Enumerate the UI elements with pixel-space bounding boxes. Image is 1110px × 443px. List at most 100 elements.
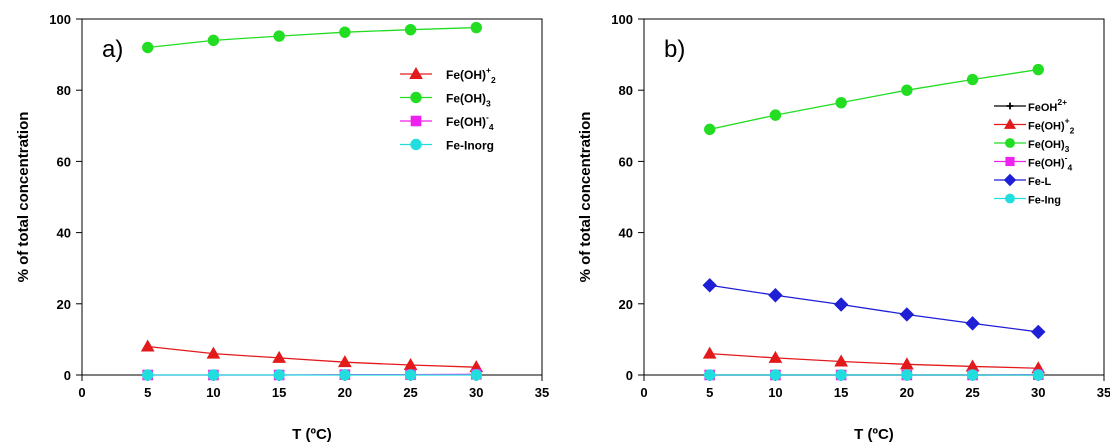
x-tick-label: 25 [403,385,417,400]
legend-label: Fe-Ing [1028,195,1061,207]
legend-label-base: Fe(OH) [1028,158,1065,170]
x-tick-label: 10 [206,385,220,400]
y-tick-label: 100 [49,12,71,27]
data-point [404,23,417,36]
data-point [206,346,221,359]
data-point [966,369,979,381]
data-point [337,355,352,368]
data-point [899,307,915,322]
legend-label-base: Fe-L [1028,176,1052,188]
series-fe-oh-2 [702,346,1046,374]
legend-label: Fe(OH)+2 [1028,116,1075,136]
data-point [1031,324,1046,340]
data-point [404,369,417,381]
x-tick-label: 10 [768,385,782,400]
legend-marker [1003,173,1017,187]
legend-label-base: Fe(OH) [1028,139,1065,151]
data-point [142,41,154,54]
legend-label-sub: 3 [486,99,491,109]
series-fe-oh-2 [140,339,484,373]
legend-label: Fe(OH)+2 [446,65,496,85]
panel-label: b) [664,36,685,63]
chart-panel-b: 0 5 10 15 20 25 30 35 0 20 40 60 80 100 T (ºC) % of tot… [577,12,1110,443]
y-axis-title: % of total concentration [15,112,32,283]
data-point [470,21,482,34]
data-point [339,26,351,38]
legend-label: Fe-L [1028,176,1052,188]
data-point [966,73,979,86]
legend-label-sup: 2+ [1057,97,1067,107]
legend-marker [410,138,422,151]
legend-label: Fe-Inorg [446,139,494,153]
x-tick-label: 35 [535,385,549,400]
data-point [1032,63,1044,76]
legend-label-sup: + [486,65,491,75]
legend-label-sub: 2 [1070,126,1075,136]
data-point [207,34,220,47]
data-point [899,357,914,370]
legend-label-base: Fe-Ing [1028,195,1061,207]
legend-label: Fe(OH)-4 [1028,153,1073,173]
data-point [207,369,220,381]
data-point [901,369,913,381]
x-tick-label: 0 [78,385,85,400]
data-point [768,350,783,363]
y-tick-label: 80 [619,83,633,98]
y-tick-label: 100 [611,12,633,27]
data-point [835,96,847,109]
x-axis-title: T (ºC) [292,426,332,443]
y-tick-label: 80 [57,83,71,98]
legend: FeOH2+Fe(OH)+2Fe(OH)3Fe(OH)-4Fe-LFe-Ing [994,97,1075,207]
data-point [702,346,717,359]
data-point [965,316,980,331]
data-point [339,369,351,381]
legend-label: FeOH2+ [1028,97,1067,114]
legend-marker [1005,138,1015,148]
legend: Fe(OH)+2Fe(OH)3Fe(OH)-4Fe-Inorg [400,65,496,153]
data-point [833,297,849,312]
series-line [709,284,1039,333]
data-point [142,369,154,381]
x-tick-label: 30 [469,385,483,400]
legend-marker [1006,102,1014,110]
x-axis-title: T (ºC) [854,426,894,443]
legend-label-sub: 2 [491,75,496,85]
legend-label-sup: - [1065,153,1068,163]
series-fe-l [702,278,1046,340]
series-line [147,345,477,368]
data-point [1032,369,1044,381]
data-point [702,278,717,293]
data-point [273,30,285,42]
legend-marker [1004,118,1016,129]
legend-marker [409,66,423,79]
legend-marker [1005,193,1015,204]
x-tick-label: 5 [144,385,151,400]
series-fe-oh-3 [704,63,1044,136]
chart-panel-a: 0 5 10 15 20 25 30 35 0 20 40 60 80 100 T (ºC) % of tot… [15,12,549,443]
data-point [470,369,482,381]
legend-label: Fe(OH)3 [446,92,491,109]
data-point [835,369,847,381]
data-point [704,369,716,381]
data-point [834,354,849,367]
legend-label-base: Fe(OH) [1028,121,1065,133]
legend-marker [410,91,422,104]
legend-label-sup: - [486,112,489,122]
data-point [704,123,716,136]
x-tick-label: 15 [834,385,848,400]
y-tick-label: 20 [619,297,633,312]
x-tick-label: 20 [338,385,352,400]
data-point [273,369,285,381]
legend-label: Fe(OH)3 [1028,139,1070,154]
series-fe-ing [704,369,1044,381]
legend-label-sub: 4 [489,122,494,132]
x-tick-label: 35 [1097,385,1110,400]
data-point [768,288,783,303]
x-tick-label: 20 [900,385,914,400]
legend-label-sup: + [1065,116,1070,126]
data-point [140,339,155,352]
y-tick-label: 60 [57,154,71,169]
series-line [147,26,477,49]
legend-label-sub: 3 [1065,144,1070,154]
